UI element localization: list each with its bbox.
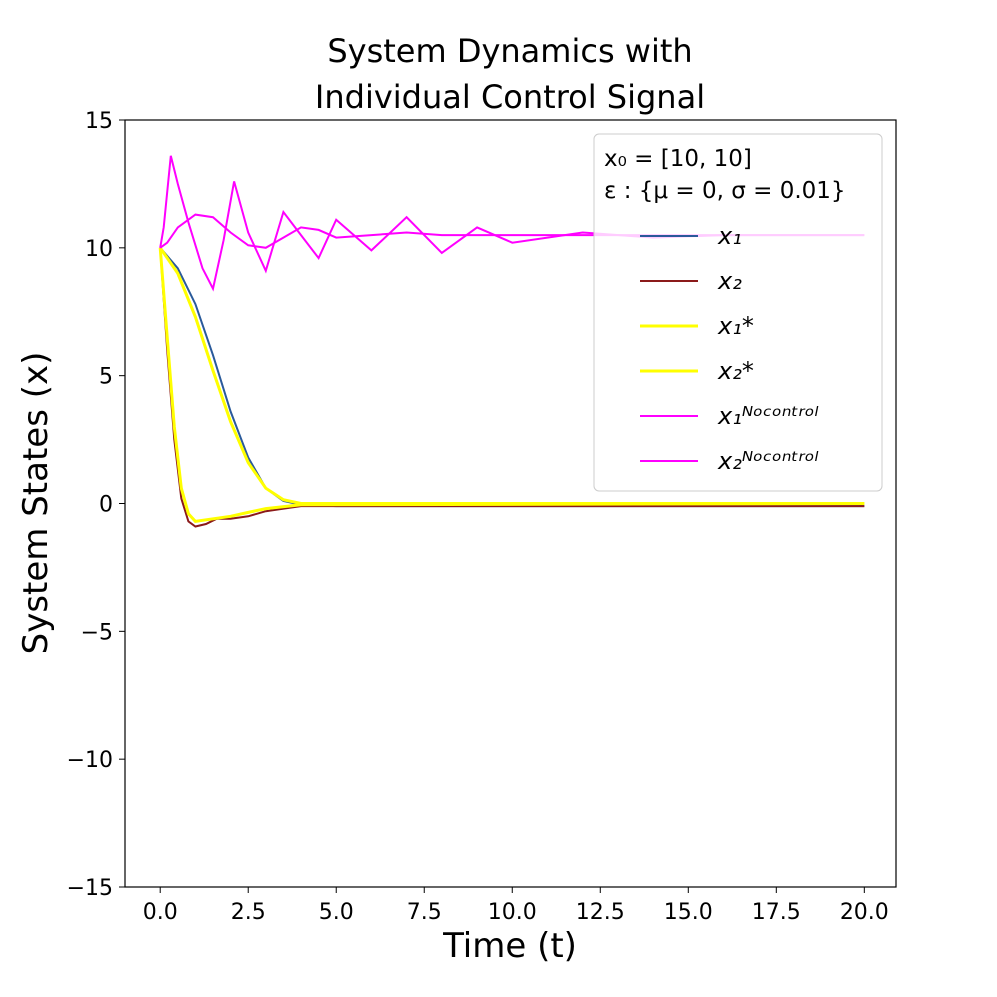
x-tick-label: 15.0: [664, 900, 713, 925]
y-tick-label: 10: [85, 237, 113, 262]
x-tick-label: 20.0: [840, 900, 889, 925]
x-tick-label: 0.0: [143, 900, 178, 925]
x-tick-label: 12.5: [576, 900, 625, 925]
legend-label: x₁*: [717, 312, 754, 340]
y-axis-label: System States (x): [16, 352, 56, 655]
legend-label: x₂ᴺᵒᶜᵒⁿᵗʳᵒˡ: [717, 447, 819, 475]
plot-lines: [158, 155, 865, 528]
series-line-4: [159, 155, 865, 292]
legend: x₀ = [10, 10] ε : {μ = 0, σ = 0.01} x₁ x₂…: [593, 133, 883, 492]
legend-label: x₁: [717, 222, 742, 250]
x-tick-label: 5.0: [319, 900, 354, 925]
y-tick-label: 0: [99, 493, 113, 518]
chart-title-line-2: Individual Control Signal: [315, 78, 705, 116]
legend-note-noise: ε : {μ = 0, σ = 0.01}: [604, 178, 846, 204]
y-tick-label: −15: [67, 876, 113, 901]
chart-title: System Dynamics with Individual Control …: [315, 32, 705, 116]
x-tick-label: 17.5: [752, 900, 801, 925]
legend-box: [593, 133, 883, 492]
x-tick-label: 7.5: [407, 900, 442, 925]
chart-title-line-1: System Dynamics with: [327, 32, 692, 70]
legend-label: x₂*: [717, 357, 754, 385]
x-tick-label: 10.0: [488, 900, 537, 925]
legend-entries: x₁ x₂ x₁* x₂* x₁ᴺᵒᶜᵒⁿᵗʳᵒˡ x₂ᴺᵒᶜᵒⁿᵗʳᵒˡ: [640, 222, 819, 475]
y-axis-ticks: 15 10 5 0 −5 −10 −15: [67, 109, 125, 901]
x-tick-label: 2.5: [231, 900, 266, 925]
series-line-3: [158, 247, 865, 524]
y-tick-label: −5: [81, 620, 113, 645]
y-tick-label: 15: [85, 109, 113, 134]
legend-note-initial-state: x₀ = [10, 10]: [604, 146, 752, 172]
y-tick-label: 5: [99, 365, 113, 390]
x-axis-ticks: 0.0 2.5 5.0 7.5 10.0 12.5 15.0 17.5 20.0: [143, 887, 889, 925]
legend-label: x₂: [717, 267, 742, 295]
y-tick-label: −10: [67, 748, 113, 773]
x-axis-label: Time (t): [442, 926, 577, 966]
legend-label: x₁ᴺᵒᶜᵒⁿᵗʳᵒˡ: [717, 402, 819, 430]
